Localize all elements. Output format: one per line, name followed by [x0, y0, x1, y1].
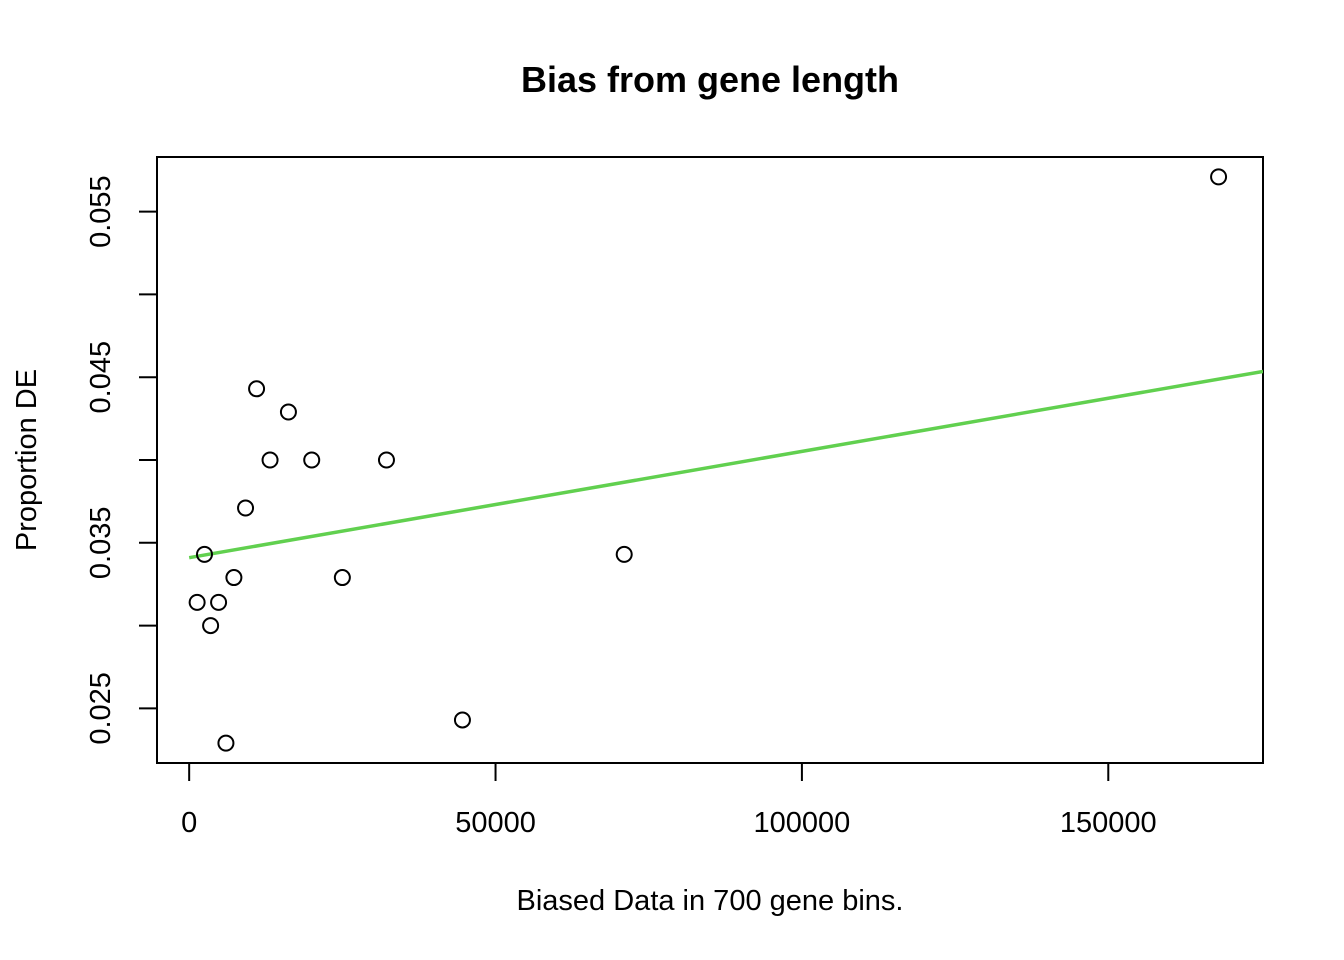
data-point — [333, 569, 351, 587]
y-tick-label: 0.035 — [85, 506, 117, 579]
data-point — [210, 593, 228, 611]
y-axis: 0.025 0.035 0.045 0.055 — [85, 175, 158, 745]
y-tick-label: 0.055 — [85, 175, 117, 248]
data-point — [261, 451, 279, 469]
data-point — [202, 617, 220, 635]
x-tick-label: 0 — [181, 807, 197, 839]
fit-line — [188, 369, 1263, 560]
x-tick-label: 150000 — [1060, 807, 1157, 839]
data-point — [377, 451, 395, 469]
data-point — [279, 403, 297, 421]
chart-title: Bias from gene length — [521, 59, 899, 100]
data-point — [195, 545, 213, 563]
data-point — [1210, 168, 1228, 186]
data-point — [225, 569, 243, 587]
x-tick-label: 50000 — [455, 807, 536, 839]
points-layer — [188, 168, 1228, 752]
data-point — [188, 593, 206, 611]
data-point — [615, 545, 633, 563]
y-axis-label: Proportion DE — [11, 369, 43, 551]
y-tick-label: 0.025 — [85, 672, 117, 745]
x-axis: 0 50000 100000 150000 — [181, 762, 1157, 839]
data-point — [453, 711, 471, 729]
x-axis-label: Biased Data in 700 gene bins. — [517, 885, 904, 917]
y-tick-label: 0.045 — [85, 341, 117, 414]
fit-line-layer — [188, 369, 1263, 560]
data-point — [237, 499, 255, 517]
data-point — [248, 380, 266, 398]
x-tick-label: 100000 — [754, 807, 851, 839]
data-point — [303, 451, 321, 469]
data-point — [217, 734, 235, 752]
